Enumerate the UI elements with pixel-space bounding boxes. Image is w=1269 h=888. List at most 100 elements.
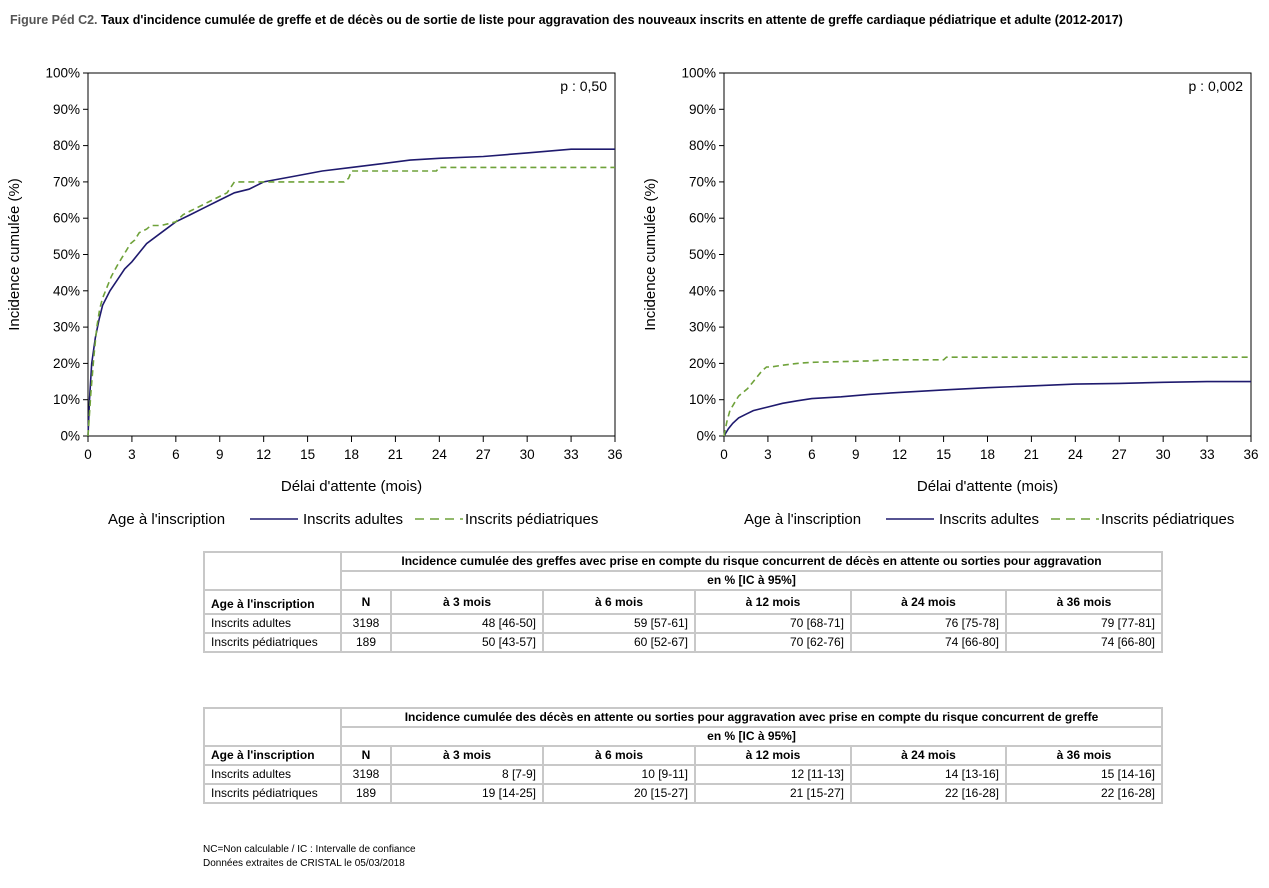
row-n: 3198 [340, 764, 392, 785]
x-tick-label: 6 [808, 447, 816, 462]
y-tick-label: 50% [53, 247, 80, 262]
table-header: Incidence cumulée des décès en attente o… [340, 707, 1163, 728]
col-age: Age à l'inscription [203, 589, 342, 615]
y-tick-label: 30% [53, 320, 80, 335]
x-tick-label: 6 [172, 447, 180, 462]
cell-value: 14 [13-16] [850, 764, 1007, 785]
x-tick-label: 18 [344, 447, 359, 462]
cell-value: 20 [15-27] [542, 783, 696, 804]
chart-greffe: 0%10%20%30%40%50%60%70%80%90%100%0 3 6 9 12 1… [6, 66, 623, 529]
col-n: N [340, 745, 392, 766]
y-tick-label: 40% [689, 283, 716, 298]
y-tick-label: 80% [53, 138, 80, 153]
y-tick-label: 10% [689, 392, 716, 407]
cell-value: 12 [11-13] [694, 764, 852, 785]
y-tick-label: 40% [53, 283, 80, 298]
y-axis-label: Incidence cumulée (%) [6, 178, 23, 331]
row-label: Inscrits adultes [203, 764, 342, 785]
table-row: Inscrits pédiatriques 189 50 [43-57] 60 … [203, 632, 1163, 653]
y-tick-label: 100% [45, 66, 80, 81]
table-unit: en % [IC à 95%] [340, 726, 1163, 747]
col-36m: à 36 mois [1005, 589, 1163, 615]
y-tick-label: 70% [53, 174, 80, 189]
series-line-pediatriques [87, 166, 615, 437]
cell-value: 22 [16-28] [1005, 783, 1163, 804]
row-label: Inscrits pédiatriques [203, 632, 342, 653]
x-axis-label: Délai d'attente (mois) [281, 478, 422, 495]
y-tick-label: 0% [696, 429, 716, 444]
x-tick-label: 24 [432, 447, 448, 462]
table-header: Incidence cumulée des greffes avec prise… [340, 551, 1163, 572]
cell-value: 15 [14-16] [1005, 764, 1163, 785]
cell-value: 74 [66-80] [850, 632, 1007, 653]
series-line-adultes [723, 380, 1251, 437]
x-tick-label: 27 [476, 447, 491, 462]
x-tick-label: 15 [936, 447, 951, 462]
legend-entry: Inscrits adultes [303, 511, 403, 528]
row-n: 189 [340, 632, 392, 653]
footnotes: NC=Non calculable / IC : Intervalle de c… [203, 843, 416, 871]
p-value-annotation: p : 0,002 [1189, 78, 1244, 94]
legend-title: Age à l'inscription [108, 511, 225, 528]
row-label: Inscrits pédiatriques [203, 783, 342, 804]
legend-title: Age à l'inscription [744, 511, 861, 528]
x-axis-label: Délai d'attente (mois) [917, 478, 1058, 495]
p-value-annotation: p : 0,50 [560, 78, 607, 94]
col-6m: à 6 mois [542, 589, 696, 615]
y-tick-label: 70% [689, 174, 716, 189]
x-tick-label: 21 [388, 447, 403, 462]
cell-value: 76 [75-78] [850, 613, 1007, 634]
col-age: Age à l'inscription [203, 745, 342, 766]
table-unit: en % [IC à 95%] [340, 570, 1163, 591]
row-n: 3198 [340, 613, 392, 634]
table-deces: Incidence cumulée des décès en attente o… [203, 707, 1163, 804]
legend-entry: Inscrits pédiatriques [465, 511, 598, 528]
cell-value: 22 [16-28] [850, 783, 1007, 804]
series-line-pediatriques [723, 356, 1251, 437]
y-tick-label: 30% [689, 320, 716, 335]
x-tick-label: 36 [1243, 447, 1258, 462]
cell-value: 8 [7-9] [390, 764, 544, 785]
col-12m: à 12 mois [694, 745, 852, 766]
col-12m: à 12 mois [694, 589, 852, 615]
legend-entry: Inscrits adultes [939, 511, 1039, 528]
figure-title-text: Taux d'incidence cumulée de greffe et de… [101, 13, 1123, 27]
y-tick-label: 20% [689, 356, 716, 371]
y-tick-label: 60% [689, 211, 716, 226]
col-24m: à 24 mois [850, 589, 1007, 615]
x-tick-label: 36 [607, 447, 622, 462]
col-3m: à 3 mois [390, 745, 544, 766]
footnote-source: Données extraites de CRISTAL le 05/03/20… [203, 858, 405, 869]
cell-value: 19 [14-25] [390, 783, 544, 804]
x-tick-label: 12 [256, 447, 271, 462]
col-6m: à 6 mois [542, 745, 696, 766]
cell-value: 21 [15-27] [694, 783, 852, 804]
table-greffes: Incidence cumulée des greffes avec prise… [203, 551, 1163, 653]
y-tick-label: 0% [60, 429, 80, 444]
table-row: Inscrits pédiatriques 189 19 [14-25] 20 … [203, 783, 1163, 804]
figure-label: Figure Péd C2. [10, 13, 98, 27]
col-36m: à 36 mois [1005, 745, 1163, 766]
cell-value: 59 [57-61] [542, 613, 696, 634]
plot-frame [87, 72, 616, 437]
x-tick-label: 0 [720, 447, 728, 462]
y-tick-label: 50% [689, 247, 716, 262]
cell-value: 74 [66-80] [1005, 632, 1163, 653]
y-tick-label: 10% [53, 392, 80, 407]
figure-title: Figure Péd C2. Taux d'incidence cumulée … [10, 13, 1123, 27]
row-label: Inscrits adultes [203, 613, 342, 634]
table-corner [203, 707, 342, 747]
cell-value: 70 [68-71] [694, 613, 852, 634]
y-tick-label: 80% [689, 138, 716, 153]
x-tick-label: 21 [1024, 447, 1039, 462]
y-tick-label: 100% [681, 66, 716, 81]
row-n: 189 [340, 783, 392, 804]
x-tick-label: 15 [300, 447, 315, 462]
chart-deces: 0%10%20%30%40%50%60%70%80%90%100%0 3 6 9 12 1… [642, 66, 1259, 529]
x-tick-label: 9 [216, 447, 224, 462]
x-tick-label: 33 [564, 447, 579, 462]
x-tick-label: 0 [84, 447, 92, 462]
y-tick-label: 20% [53, 356, 80, 371]
cell-value: 10 [9-11] [542, 764, 696, 785]
y-tick-label: 90% [53, 102, 80, 117]
